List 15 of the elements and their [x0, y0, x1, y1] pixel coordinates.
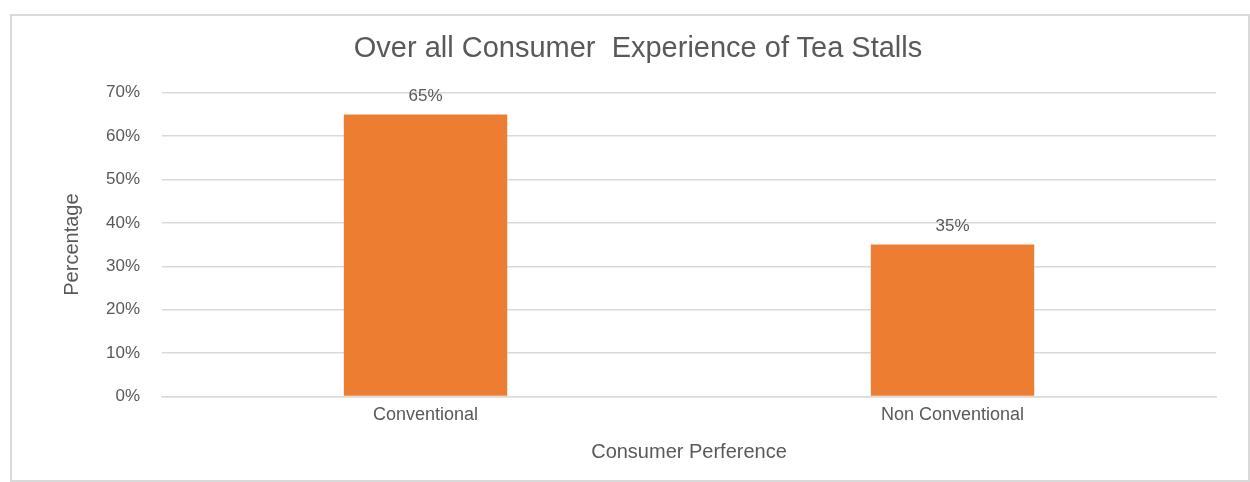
chart-title: Over all Consumer Experience of Tea Stalls — [353, 31, 923, 64]
y-tick-label: 50% — [105, 169, 141, 189]
y-tick-label: 10% — [105, 342, 141, 362]
data-label: 65% — [408, 85, 443, 105]
data-label: 35% — [935, 215, 970, 235]
x-tick-label: Conventional — [372, 404, 479, 425]
x-tick-label: Non Conventional — [880, 404, 1025, 425]
y-tick-label: 60% — [105, 125, 141, 145]
y-tick-label: 40% — [105, 212, 141, 232]
y-tick-label: 20% — [105, 299, 141, 319]
y-tick-label: 0% — [115, 386, 141, 406]
y-tick-label: 30% — [105, 255, 141, 275]
y-tick-label: 70% — [105, 82, 141, 102]
y-axis-title: Percentage — [59, 193, 82, 296]
x-axis-title: Consumer Perference — [591, 439, 787, 462]
